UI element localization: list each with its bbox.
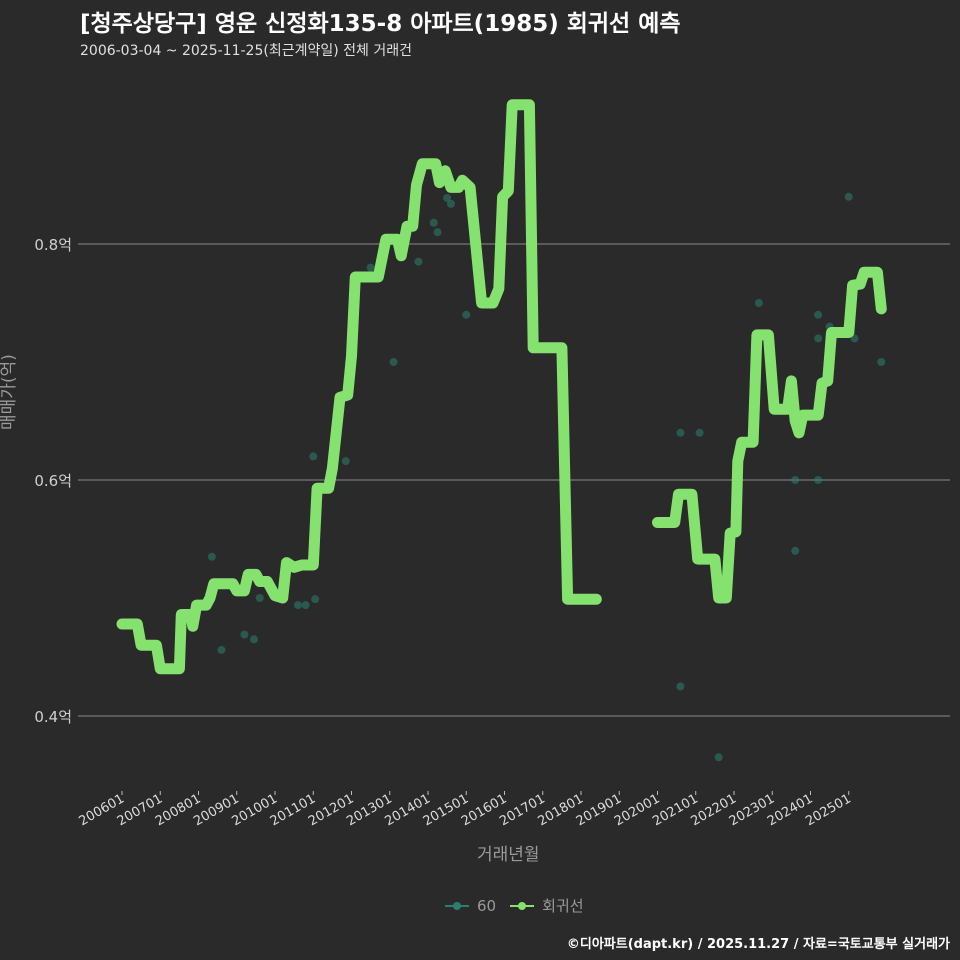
scatter-point (791, 546, 800, 555)
scatter-point (446, 199, 455, 208)
scatter-point (311, 595, 320, 604)
legend: 60 회귀선 (445, 895, 584, 916)
y-tick-label: 0.8억 (34, 236, 72, 254)
scatter-point (429, 218, 438, 227)
scatter-point (714, 753, 723, 762)
scatter-point (341, 457, 350, 466)
scatter-point (255, 594, 264, 602)
y-tick-label: 0.4억 (34, 708, 72, 726)
scatter-point (366, 263, 375, 272)
legend-label-regression: 회귀선 (542, 897, 584, 915)
scatter-point (791, 476, 800, 484)
y-axis-label: 매매가(억) (0, 354, 19, 430)
scatter-point (877, 358, 886, 366)
x-axis-label: 거래년월 (477, 845, 540, 865)
source-footer: ©디아파트(dapt.kr) / 2025.11.27 / 자료=국토교통부 실… (566, 937, 950, 952)
regression-line-segment (116, 99, 602, 675)
scatter-point (433, 228, 442, 237)
scatter-point (676, 682, 685, 691)
chart-title: [청주상당구] 영운 신정화135-8 아파트(1985) 회귀선 예측 (80, 11, 681, 37)
scatter-point (462, 310, 471, 319)
regression-line-segment (652, 266, 887, 604)
y-axis-ticks: 0.4억 0.6억 0.8억 (34, 236, 72, 726)
scatter-point (389, 358, 398, 366)
scatter-point (240, 630, 249, 639)
scatter-point (844, 192, 853, 201)
legend-key-regression-icon (510, 901, 535, 910)
scatter-point (249, 635, 258, 644)
legend-key-60-icon (445, 901, 469, 910)
regression-line (116, 99, 887, 675)
scatter-point (814, 310, 823, 319)
scatter-point (301, 601, 310, 610)
scatter-point (695, 428, 704, 437)
scatter-point (676, 428, 685, 437)
y-gridlines (78, 243, 950, 717)
scatter-point (814, 476, 823, 484)
legend-label-60: 60 (477, 896, 497, 915)
chart-subtitle: 2006-03-04 ~ 2025-11-25(최근계약일) 전체 거래건 (80, 43, 412, 59)
scatter-point (293, 601, 302, 610)
scatter-points-60 (207, 192, 886, 762)
y-tick-label: 0.6억 (34, 472, 72, 490)
scatter-point (814, 334, 823, 343)
scatter-point (207, 552, 216, 561)
x-axis-ticks: 2006012007012008012009012010012011012012… (77, 791, 854, 829)
scatter-point (754, 299, 763, 307)
scatter-point (443, 193, 452, 202)
scatter-point (217, 645, 226, 654)
scatter-point (309, 452, 318, 461)
scatter-point (414, 257, 423, 266)
